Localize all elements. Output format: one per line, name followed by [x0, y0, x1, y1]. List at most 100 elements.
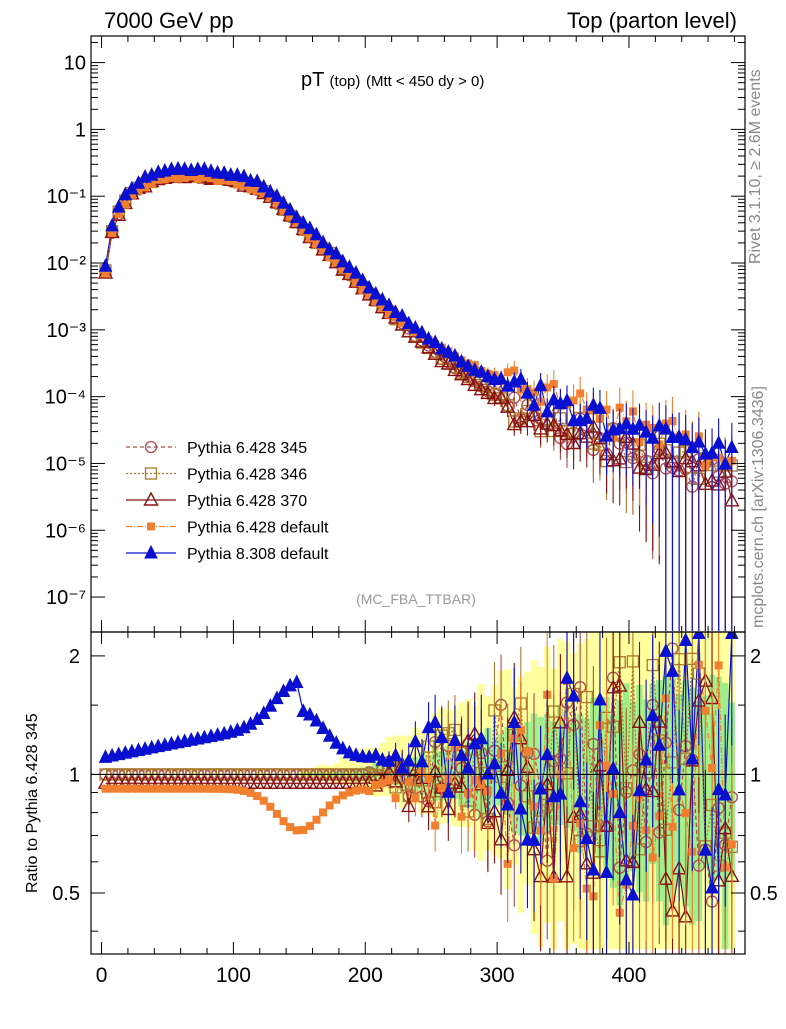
y-tick-label: 10	[64, 53, 86, 75]
ratio-point	[685, 750, 700, 765]
ratio-series-layer	[91, 632, 745, 954]
ratio-point	[437, 784, 446, 793]
ratio-point	[540, 746, 555, 761]
data-point	[303, 220, 317, 235]
ratio-point	[727, 840, 736, 849]
legend-marker	[144, 467, 158, 480]
ratio-point	[226, 785, 235, 794]
ratio-point	[401, 752, 416, 767]
ratio-point	[286, 823, 295, 832]
ratio-point	[213, 784, 222, 793]
data-point	[659, 421, 673, 435]
ratio-point	[566, 688, 581, 702]
ratio-point	[253, 792, 262, 801]
ratio-point	[461, 759, 475, 774]
ratio-y-tick-label-right: 1	[750, 764, 761, 786]
data-point	[121, 200, 130, 209]
band-green	[339, 768, 347, 779]
data-point	[336, 253, 350, 268]
data-point	[259, 189, 268, 198]
data-point	[384, 310, 393, 319]
ratio-point	[586, 861, 601, 876]
ratio-point	[322, 728, 337, 742]
legend-marker	[147, 522, 155, 531]
data-point	[447, 361, 463, 377]
ratio-point	[332, 795, 341, 804]
ratio-point	[494, 785, 508, 799]
ratio-point	[127, 784, 136, 793]
ratio-point	[312, 815, 321, 824]
legend-marker	[144, 544, 158, 559]
data-point	[325, 253, 334, 262]
y-tick-label: 10⁻²	[47, 253, 87, 275]
ratio-point	[523, 747, 532, 756]
ratio-point	[309, 712, 324, 727]
data-point	[453, 366, 470, 381]
data-point	[368, 285, 383, 300]
ratio-point	[319, 808, 328, 817]
data-point	[276, 195, 291, 209]
ratio-point	[659, 643, 673, 657]
ratio-point	[560, 670, 574, 684]
series-line	[104, 173, 733, 489]
data-point	[506, 416, 522, 431]
data-point	[467, 376, 483, 392]
ratio-point	[404, 778, 413, 787]
data-point	[253, 186, 262, 195]
ratio-point	[681, 809, 690, 818]
data-point	[349, 264, 363, 279]
ratio-point	[705, 879, 719, 894]
data-point	[514, 371, 528, 385]
data-point	[279, 206, 288, 215]
ratio-point	[388, 747, 403, 762]
ratio-point	[602, 761, 611, 770]
data-point	[543, 383, 552, 392]
ratio-point	[619, 871, 634, 886]
ratio-point	[474, 730, 489, 745]
data-point	[239, 181, 248, 190]
data-point	[371, 297, 380, 306]
ratio-point	[668, 822, 677, 831]
y-tick-label: 10⁻¹	[47, 186, 87, 208]
data-point	[421, 330, 436, 345]
data-point	[127, 190, 136, 199]
ratio-point	[431, 821, 440, 830]
ratio-point	[574, 680, 587, 694]
ratio-point	[648, 853, 657, 862]
ratio-point	[233, 785, 242, 794]
data-point	[187, 172, 196, 181]
ratio-point	[121, 784, 130, 793]
ratio-point	[514, 800, 528, 815]
ratio-point	[401, 797, 417, 813]
ratio-point	[672, 653, 686, 666]
data-point	[329, 245, 344, 260]
plot-title: pT (top) (Mtt < 450 dy > 0)	[301, 69, 484, 91]
data-point	[375, 291, 390, 306]
ratio-point	[259, 796, 268, 805]
data-point	[619, 415, 634, 430]
data-point	[147, 180, 156, 189]
series-4-ratio	[98, 632, 739, 954]
data-point	[286, 212, 295, 221]
x-tick-label: 400	[611, 964, 646, 987]
data-point	[134, 186, 143, 195]
ratio-point	[220, 784, 229, 793]
x-tick-label: 300	[480, 964, 515, 987]
data-point	[530, 388, 539, 397]
ratio-point	[711, 781, 726, 796]
data-point	[705, 445, 719, 459]
data-point	[309, 226, 324, 241]
data-point	[322, 241, 337, 256]
data-point	[560, 392, 574, 407]
data-point	[527, 397, 541, 411]
ratio-point	[516, 726, 525, 735]
data-point	[365, 291, 374, 300]
data-point	[434, 340, 449, 355]
data-point	[652, 417, 667, 432]
ratio-point	[626, 886, 640, 901]
data-point	[355, 272, 370, 286]
data-point	[338, 265, 347, 274]
data-point	[579, 410, 594, 424]
data-point	[98, 258, 113, 272]
